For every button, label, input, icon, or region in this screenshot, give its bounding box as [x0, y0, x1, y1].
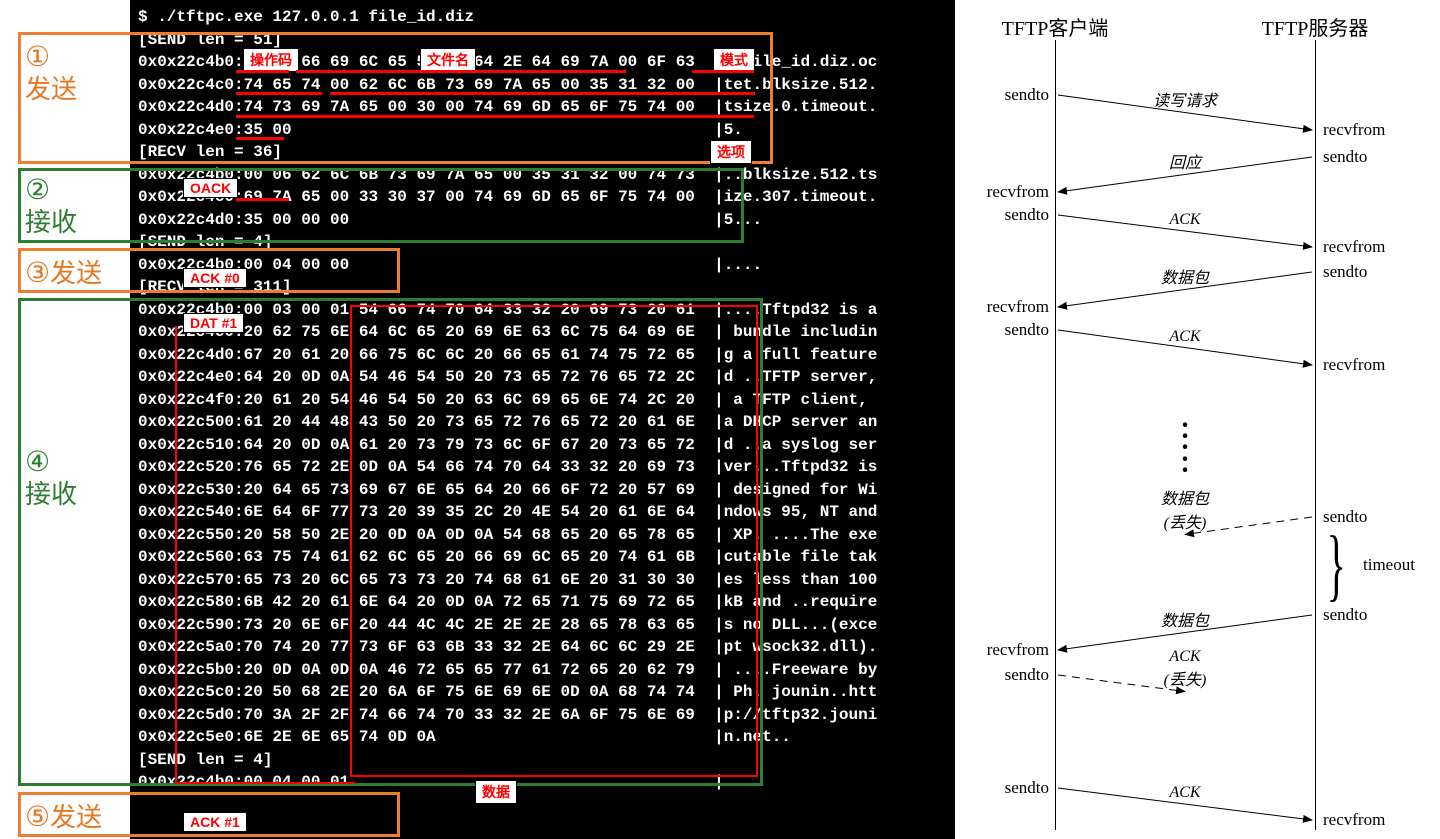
seq-event-client: recvfrom	[987, 182, 1049, 202]
tag-dat1: DAT #1	[183, 313, 244, 333]
seq-event-client: recvfrom	[987, 297, 1049, 317]
seq-event-server: recvfrom	[1323, 810, 1385, 830]
seq-event-client: sendto	[1005, 85, 1049, 105]
box-step1	[18, 32, 773, 164]
tag-filename: 文件名	[420, 48, 476, 72]
seq-message: 数据包(丢失)	[1161, 485, 1209, 533]
seq-event-server: recvfrom	[1323, 237, 1385, 257]
box-data-payload	[350, 305, 758, 777]
underline-filename	[296, 70, 626, 73]
tag-opcode: 操作码	[243, 48, 299, 72]
box-step2	[18, 168, 744, 243]
seq-message: ACK(丢失)	[1164, 648, 1207, 690]
box-data-payload2	[175, 326, 355, 784]
terminal-line: $ ./tftpc.exe 127.0.0.1 file_id.diz	[138, 6, 947, 29]
tag-oack: OACK	[183, 178, 238, 198]
tag-mode: 模式	[713, 48, 755, 72]
underline-mode2	[236, 92, 322, 95]
sequence-diagram: TFTP客户端 TFTP服务器 读写请求sendtorecvfrom回应recv…	[955, 0, 1440, 839]
ellipsis-dots: ·····	[1180, 420, 1189, 476]
seq-message: ACK	[1169, 211, 1200, 229]
seq-event-client: sendto	[1005, 778, 1049, 798]
seq-event-server: sendto	[1323, 262, 1367, 282]
seq-event-client: recvfrom	[987, 640, 1049, 660]
seq-message: 回应	[1169, 149, 1201, 173]
seq-message: ACK	[1169, 328, 1200, 346]
tag-ack1: ACK #1	[183, 812, 247, 832]
timeout-label: timeout	[1363, 555, 1415, 575]
seq-event-server: recvfrom	[1323, 120, 1385, 140]
underline-opt1	[330, 92, 755, 95]
seq-message: 数据包	[1161, 264, 1209, 288]
seq-message: 数据包	[1161, 607, 1209, 631]
underline-oack-op	[236, 198, 289, 201]
tag-data: 数据	[475, 780, 517, 804]
seq-message: ACK	[1169, 784, 1200, 802]
seq-message: 读写请求	[1153, 87, 1217, 111]
terminal-panel: $ ./tftpc.exe 127.0.0.1 file_id.diz[SEND…	[0, 0, 955, 839]
tag-options: 选项	[710, 140, 752, 164]
root-container: $ ./tftpc.exe 127.0.0.1 file_id.diz[SEND…	[0, 0, 1440, 839]
seq-event-client: sendto	[1005, 205, 1049, 225]
underline-opt3	[236, 137, 284, 140]
underline-mode	[692, 70, 754, 73]
seq-event-server: recvfrom	[1323, 355, 1385, 375]
underline-opcode	[236, 70, 289, 73]
seq-event-server: sendto	[1323, 147, 1367, 167]
timeout-brace: }	[1327, 520, 1346, 611]
seq-event-client: sendto	[1005, 665, 1049, 685]
seq-event-client: sendto	[1005, 320, 1049, 340]
underline-opt2	[236, 115, 754, 118]
tag-ack0: ACK #0	[183, 268, 247, 288]
